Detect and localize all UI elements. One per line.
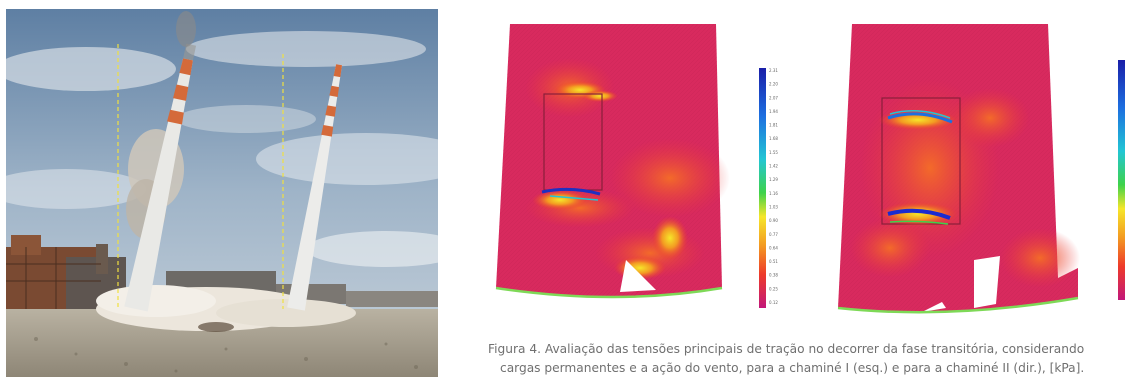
colorbar-tick-label: 0.12 xyxy=(769,300,778,305)
caption-line-2: cargas permanentes e a ação do vento, pa… xyxy=(500,361,1085,375)
chimney-i-stress-plot xyxy=(495,24,730,299)
colorbar-tick-label: 1.94 xyxy=(769,109,778,114)
colorbar-tick-label: 0.90 xyxy=(769,218,778,223)
colorbar-chimney-ii xyxy=(1118,60,1125,300)
colorbar-tick-label: 1.68 xyxy=(769,136,778,141)
colorbar-tick-label: 2.20 xyxy=(769,82,778,87)
caption-line-1: Figura 4. Avaliação das tensões principa… xyxy=(488,342,1085,356)
colorbar-tick-label: 1.42 xyxy=(769,164,778,169)
colorbar-tick-label: 0.25 xyxy=(769,286,778,291)
chimney-ii-stress-plot xyxy=(837,24,1080,314)
colorbar-tick-label: 0.64 xyxy=(769,245,778,250)
colorbar-tick-label: 0.51 xyxy=(769,259,778,264)
colorbar-chimney-i: 2.31 2.20 2.07 1.94 1.81 1.68 1.55 1.42 1.29 1.16… xyxy=(759,68,778,308)
colorbar-tick-label: 1.55 xyxy=(769,150,778,155)
colorbar-tick-label: 2.31 xyxy=(769,68,778,73)
colorbar-tick-label: 2.07 xyxy=(769,95,778,100)
colorbar-tick-label: 1.29 xyxy=(769,177,778,182)
colorbar-tick-label: 1.03 xyxy=(769,204,778,209)
stress-contour-figure: 2.31 2.20 2.07 1.94 1.81 1.68 1.55 1.42 1.29 1.16… xyxy=(470,8,1126,328)
colorbar-tick-label: 0.38 xyxy=(769,273,778,278)
colorbar-tick-label: 1.16 xyxy=(769,191,778,196)
chimney-demolition-photo xyxy=(6,9,438,377)
figure-caption: Figura 4. Avaliação das tensões principa… xyxy=(488,340,1126,378)
colorbar-tick-label: 1.81 xyxy=(769,123,778,128)
colorbar-tick-label: 0.77 xyxy=(769,232,778,237)
